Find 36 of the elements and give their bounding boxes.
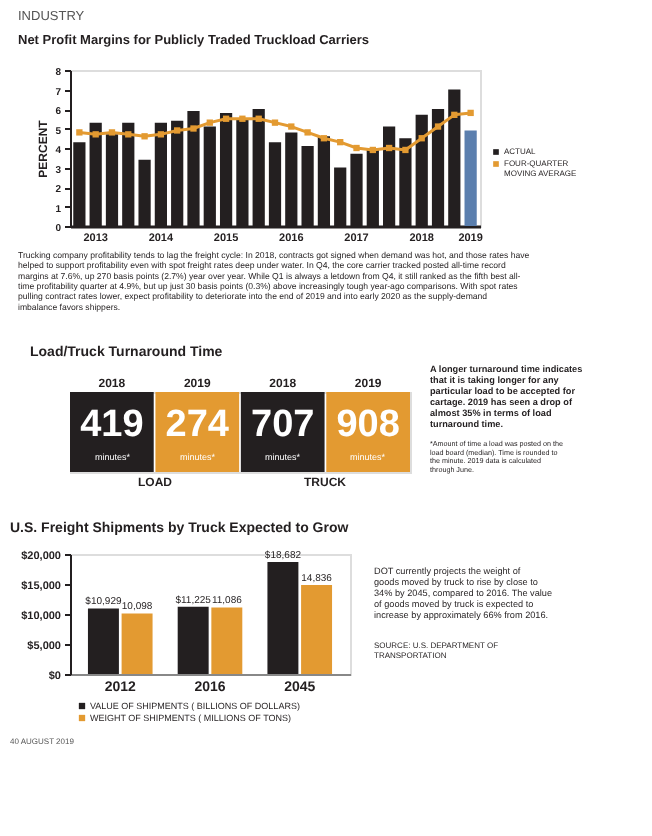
bar (211, 607, 243, 674)
point (385, 144, 393, 152)
point (174, 127, 181, 134)
point (304, 129, 311, 136)
point (271, 119, 279, 126)
point (434, 123, 442, 130)
point (255, 115, 262, 122)
point (402, 146, 409, 154)
point (239, 115, 246, 122)
point (337, 138, 344, 146)
bar (464, 130, 477, 226)
point (418, 135, 425, 142)
bar (121, 613, 153, 674)
bar (87, 608, 119, 674)
point (369, 146, 376, 154)
point (76, 129, 83, 136)
point (222, 115, 230, 122)
bar (267, 561, 299, 674)
point (320, 135, 328, 142)
point (451, 111, 458, 119)
data-label: 274 (165, 404, 230, 446)
data-label: 707 (251, 404, 315, 446)
point (108, 129, 116, 136)
point (125, 131, 132, 138)
point (92, 131, 99, 138)
point (141, 133, 148, 140)
point (353, 144, 360, 152)
point (190, 125, 197, 132)
point (206, 119, 213, 126)
bar (177, 606, 209, 674)
point (157, 131, 165, 138)
bar (301, 584, 333, 674)
data-label: 419 (80, 404, 144, 446)
point (467, 109, 474, 117)
data-label: 908 (336, 404, 400, 446)
point (288, 123, 295, 130)
